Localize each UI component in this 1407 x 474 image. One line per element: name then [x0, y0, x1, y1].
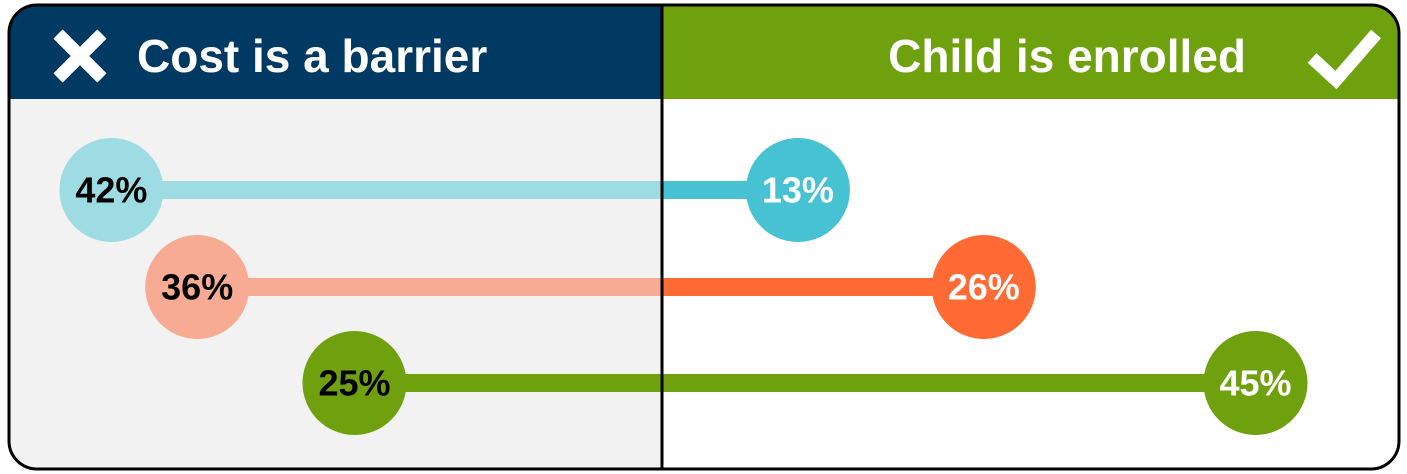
left-header [9, 5, 662, 99]
value-label: 26% [948, 267, 1020, 308]
marks: 42% 13% 36% 26% 25% 45% [59, 138, 1308, 435]
dot [145, 235, 250, 339]
dot [59, 138, 164, 242]
value-label: 42% [75, 170, 147, 211]
frame [7, 3, 1401, 471]
right-title: Child is enrolled [888, 30, 1246, 82]
value-label: 25% [318, 363, 390, 404]
dot [745, 138, 850, 242]
dot [302, 331, 407, 435]
right-header [662, 5, 1399, 99]
dot [931, 235, 1036, 339]
value-label: 45% [1219, 363, 1291, 404]
check-icon [1307, 29, 1381, 90]
value-label: 36% [161, 267, 233, 308]
cross-icon [53, 29, 107, 83]
left-title: Cost is a barrier [137, 30, 487, 82]
value-label: 13% [762, 170, 834, 211]
dot [1203, 331, 1308, 435]
